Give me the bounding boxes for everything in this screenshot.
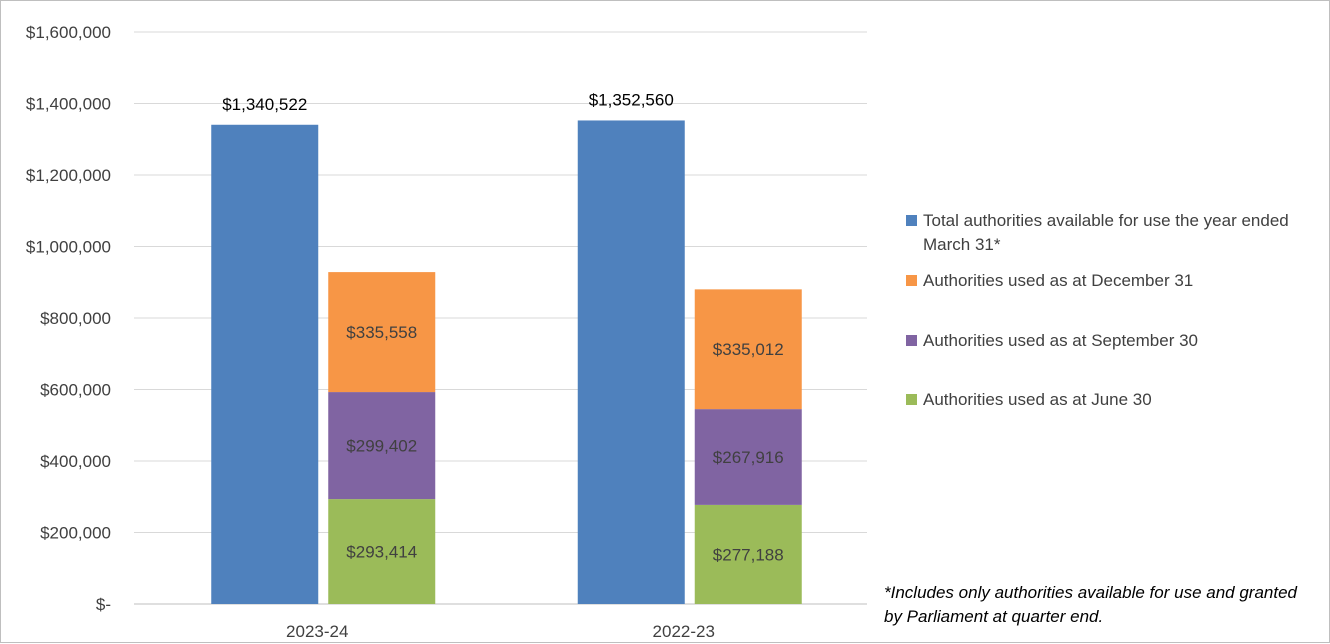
y-tick-label: $1,600,000	[26, 23, 111, 42]
bar-segment	[328, 499, 436, 604]
bar-segment-label: $293,414	[346, 543, 417, 562]
bar-segment-label: $335,012	[713, 340, 784, 359]
legend-item-september: Authorities used as at September 30	[906, 329, 1316, 353]
bar-total	[577, 120, 685, 604]
y-tick-label: $200,000	[40, 524, 111, 543]
x-tick-label: 2023-24	[286, 622, 348, 641]
y-tick-label: $400,000	[40, 452, 111, 471]
y-tick-label: $-	[96, 595, 111, 614]
legend-label-september: Authorities used as at September 30	[923, 331, 1198, 350]
bar-total-label: $1,352,560	[589, 90, 674, 109]
bar-segment-label: $299,402	[346, 437, 417, 456]
y-tick-label: $1,000,000	[26, 238, 111, 257]
legend-label-june: Authorities used as at June 30	[923, 390, 1152, 409]
legend-swatch-total	[906, 215, 917, 226]
y-tick-label: $1,200,000	[26, 166, 111, 185]
bar-segment	[328, 392, 436, 500]
legend-swatch-june	[906, 394, 917, 405]
bar-total	[211, 124, 319, 605]
legend-item-total: Total authorities available for use the …	[906, 209, 1316, 257]
legend-label-total: Total authorities available for use the …	[923, 211, 1289, 254]
bar-segment-label: $335,558	[346, 323, 417, 342]
chart-footnote: *Includes only authorities available for…	[884, 583, 1297, 626]
y-tick-label: $800,000	[40, 309, 111, 328]
bar-segment-label: $277,188	[713, 545, 784, 564]
bar-total-label: $1,340,522	[222, 95, 307, 114]
legend-item-december: Authorities used as at December 31	[906, 269, 1316, 293]
y-tick-label: $600,000	[40, 381, 111, 400]
legend-label-december: Authorities used as at December 31	[923, 271, 1194, 290]
bar-segment	[694, 409, 802, 505]
y-tick-label: $1,400,000	[26, 95, 111, 114]
x-tick-label: 2022-23	[653, 622, 715, 641]
bar-segment-label: $267,916	[713, 448, 784, 467]
bar-segment	[694, 289, 802, 410]
bar-segment	[694, 504, 802, 604]
legend-swatch-december	[906, 275, 917, 286]
legend-swatch-september	[906, 335, 917, 346]
legend-item-june: Authorities used as at June 30	[906, 388, 1316, 412]
bar-segment	[328, 272, 436, 393]
